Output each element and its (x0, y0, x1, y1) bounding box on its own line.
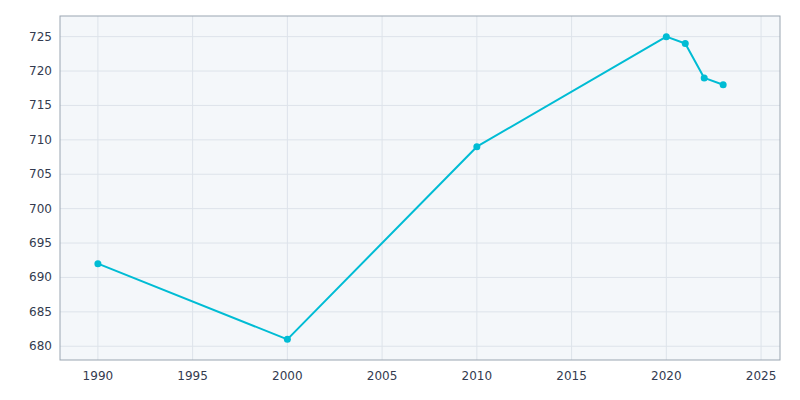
y-tick-label: 710 (29, 133, 52, 147)
x-tick-label: 2015 (556, 369, 587, 383)
point (682, 40, 689, 47)
point (284, 336, 291, 343)
point (94, 260, 101, 267)
grid-line-y (60, 243, 780, 244)
x-tick-label: 2000 (272, 369, 303, 383)
plot-frame (60, 16, 780, 360)
grid-line-x (382, 16, 383, 360)
y-tick-label: 715 (29, 98, 52, 112)
grid-line-y (60, 174, 780, 175)
point (701, 74, 708, 81)
grid-line-y (60, 71, 780, 72)
grid-line-x (571, 16, 572, 360)
y-tick-label: 690 (29, 270, 52, 284)
y-tick-label: 685 (29, 305, 52, 319)
x-tick-label: 2020 (651, 369, 682, 383)
x-tick-label: 2010 (462, 369, 493, 383)
grid (60, 16, 780, 360)
y-tick-label: 725 (29, 30, 52, 44)
y-tick-label: 700 (29, 202, 52, 216)
grid-line-y (60, 208, 780, 209)
y-tick-label: 695 (29, 236, 52, 250)
point (663, 33, 670, 40)
line (98, 37, 723, 340)
grid-line-x (476, 16, 477, 360)
point (473, 143, 480, 150)
grid-line-x (192, 16, 193, 360)
y-tick-label: 705 (29, 167, 52, 181)
chart-container: 1990 1995 2000 2005 2010 2015 2020 2025 680 685 69… (0, 0, 800, 400)
grid-line-y (60, 139, 780, 140)
grid-line-x (761, 16, 762, 360)
point (720, 81, 727, 88)
y-tick-label: 720 (29, 64, 52, 78)
y-tick-label: 680 (29, 339, 52, 353)
grid-line-x (666, 16, 667, 360)
x-tick-label: 1995 (177, 369, 208, 383)
series (94, 33, 726, 343)
grid-line-y (60, 346, 780, 347)
plot-background (60, 16, 780, 360)
grid-line-y (60, 277, 780, 278)
chart-svg: 1990 1995 2000 2005 2010 2015 2020 2025 680 685 69… (0, 0, 800, 400)
grid-line-y (60, 36, 780, 37)
grid-line-x (287, 16, 288, 360)
x-tick-label: 2025 (746, 369, 777, 383)
x-tick-label: 1990 (83, 369, 114, 383)
grid-line-y (60, 105, 780, 106)
grid-line-x (97, 16, 98, 360)
x-tick-label: 2005 (367, 369, 398, 383)
grid-line-y (60, 311, 780, 312)
